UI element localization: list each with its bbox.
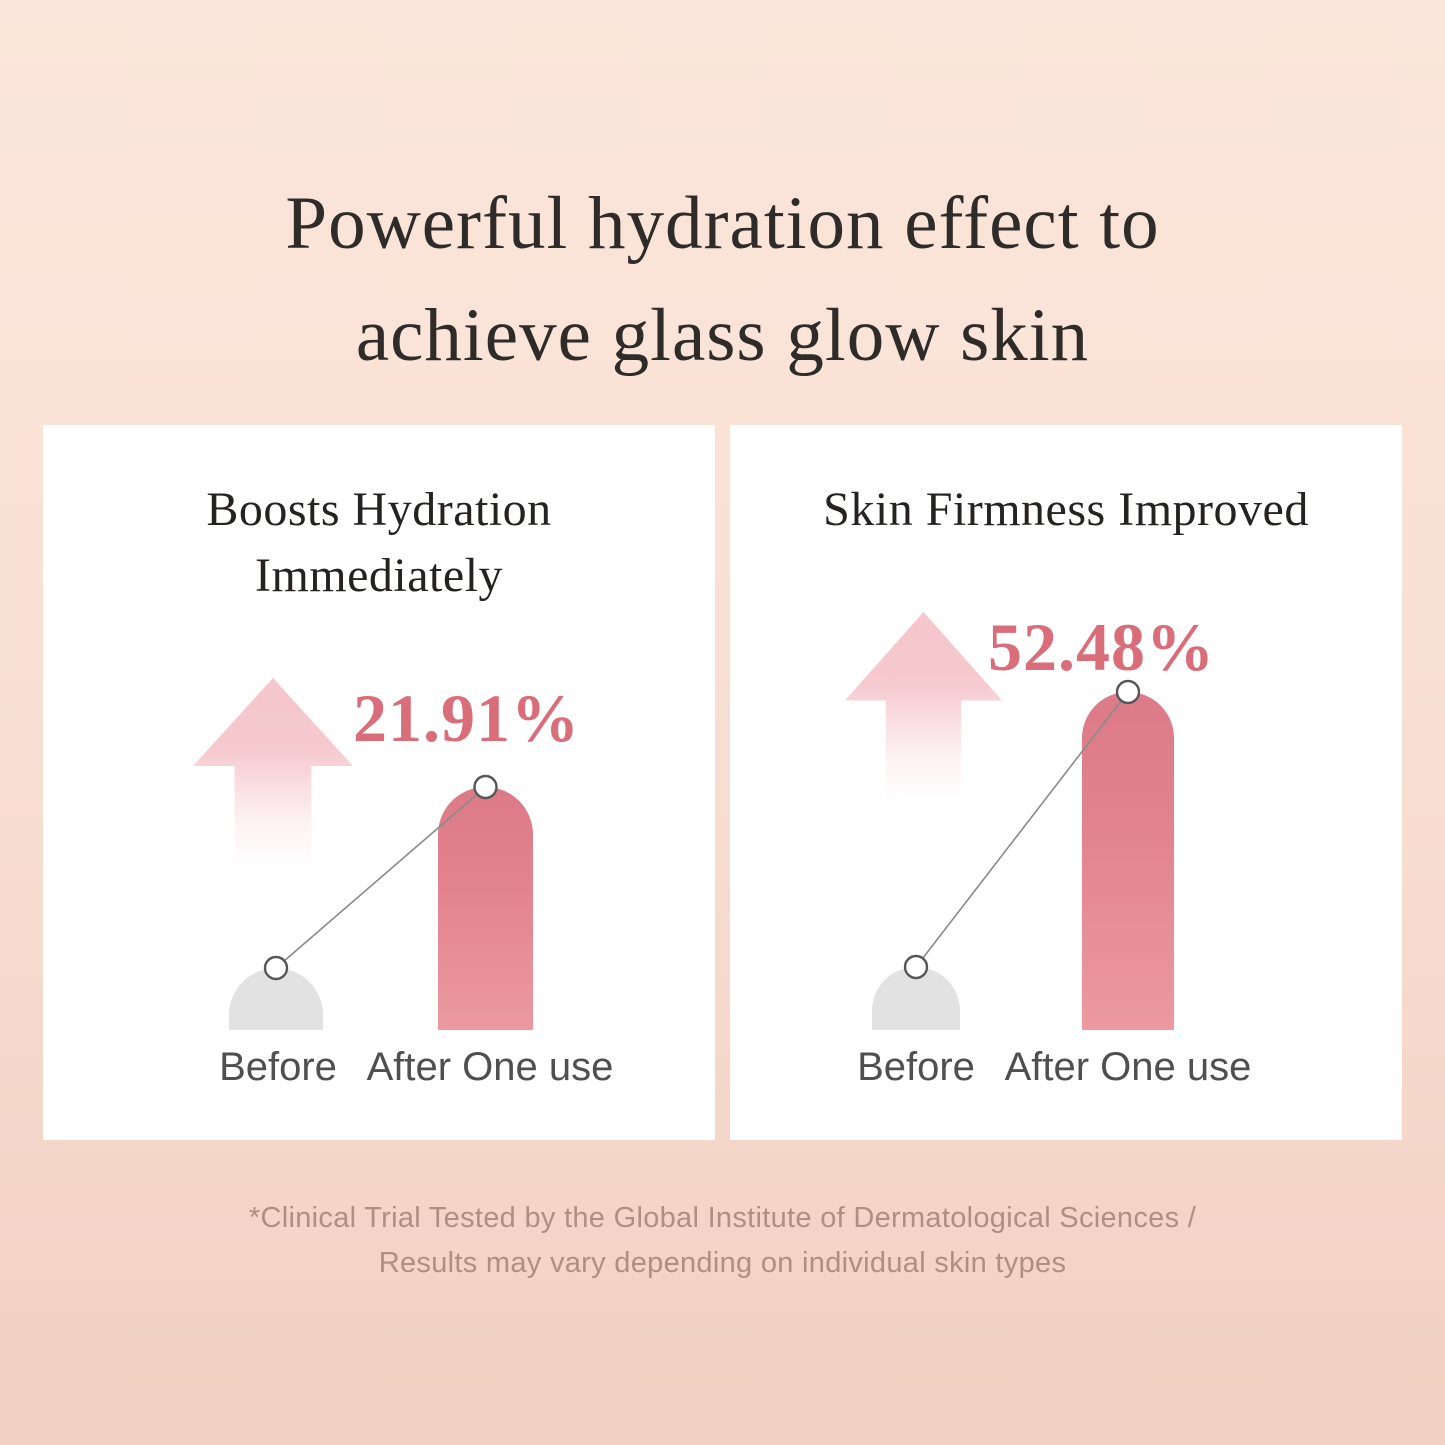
- firmness-card-title: Skin Firmness Improved: [730, 477, 1402, 543]
- hydration-after-bar: [438, 787, 533, 1030]
- up-arrow-icon: [845, 612, 1002, 813]
- hydration-after-label: After One use: [366, 1045, 614, 1089]
- firmness-after-label: After One use: [1004, 1045, 1252, 1089]
- firmness-improvement-value: 52.48%: [988, 609, 1215, 685]
- hydration-card-title: Boosts Hydration Immediately: [43, 477, 715, 609]
- clinical-disclaimer-line-1: *Clinical Trial Tested by the Global Ins…: [248, 1202, 1197, 1234]
- hydration-card-title-line-2: Immediately: [254, 549, 504, 602]
- hydration-before-bar: [229, 968, 323, 1030]
- firmness-card-title-line-1: Skin Firmness Improved: [823, 483, 1309, 536]
- hydration-improvement-value: 21.91%: [353, 680, 580, 756]
- firmness-before-label: Before: [857, 1045, 975, 1089]
- clinical-disclaimer-line-2: Results may vary depending on individual…: [378, 1247, 1067, 1279]
- hydration-card: Boosts Hydration Immediately 21.91% Befo…: [43, 425, 715, 1140]
- page-title-line-1: Powerful hydration effect to: [285, 182, 1160, 265]
- hydration-before-label: Before: [219, 1045, 337, 1089]
- page-title: Powerful hydration effect to achieve gla…: [0, 168, 1445, 392]
- up-arrow-icon: [193, 678, 353, 878]
- firmness-after-bar: [1082, 692, 1174, 1030]
- page-title-line-2: achieve glass glow skin: [355, 294, 1090, 377]
- firmness-before-bar: [872, 967, 960, 1030]
- hydration-card-title-line-1: Boosts Hydration: [206, 483, 552, 536]
- clinical-disclaimer: *Clinical Trial Tested by the Global Ins…: [0, 1196, 1445, 1286]
- firmness-card: Skin Firmness Improved 52.48% Before Aft…: [730, 425, 1402, 1140]
